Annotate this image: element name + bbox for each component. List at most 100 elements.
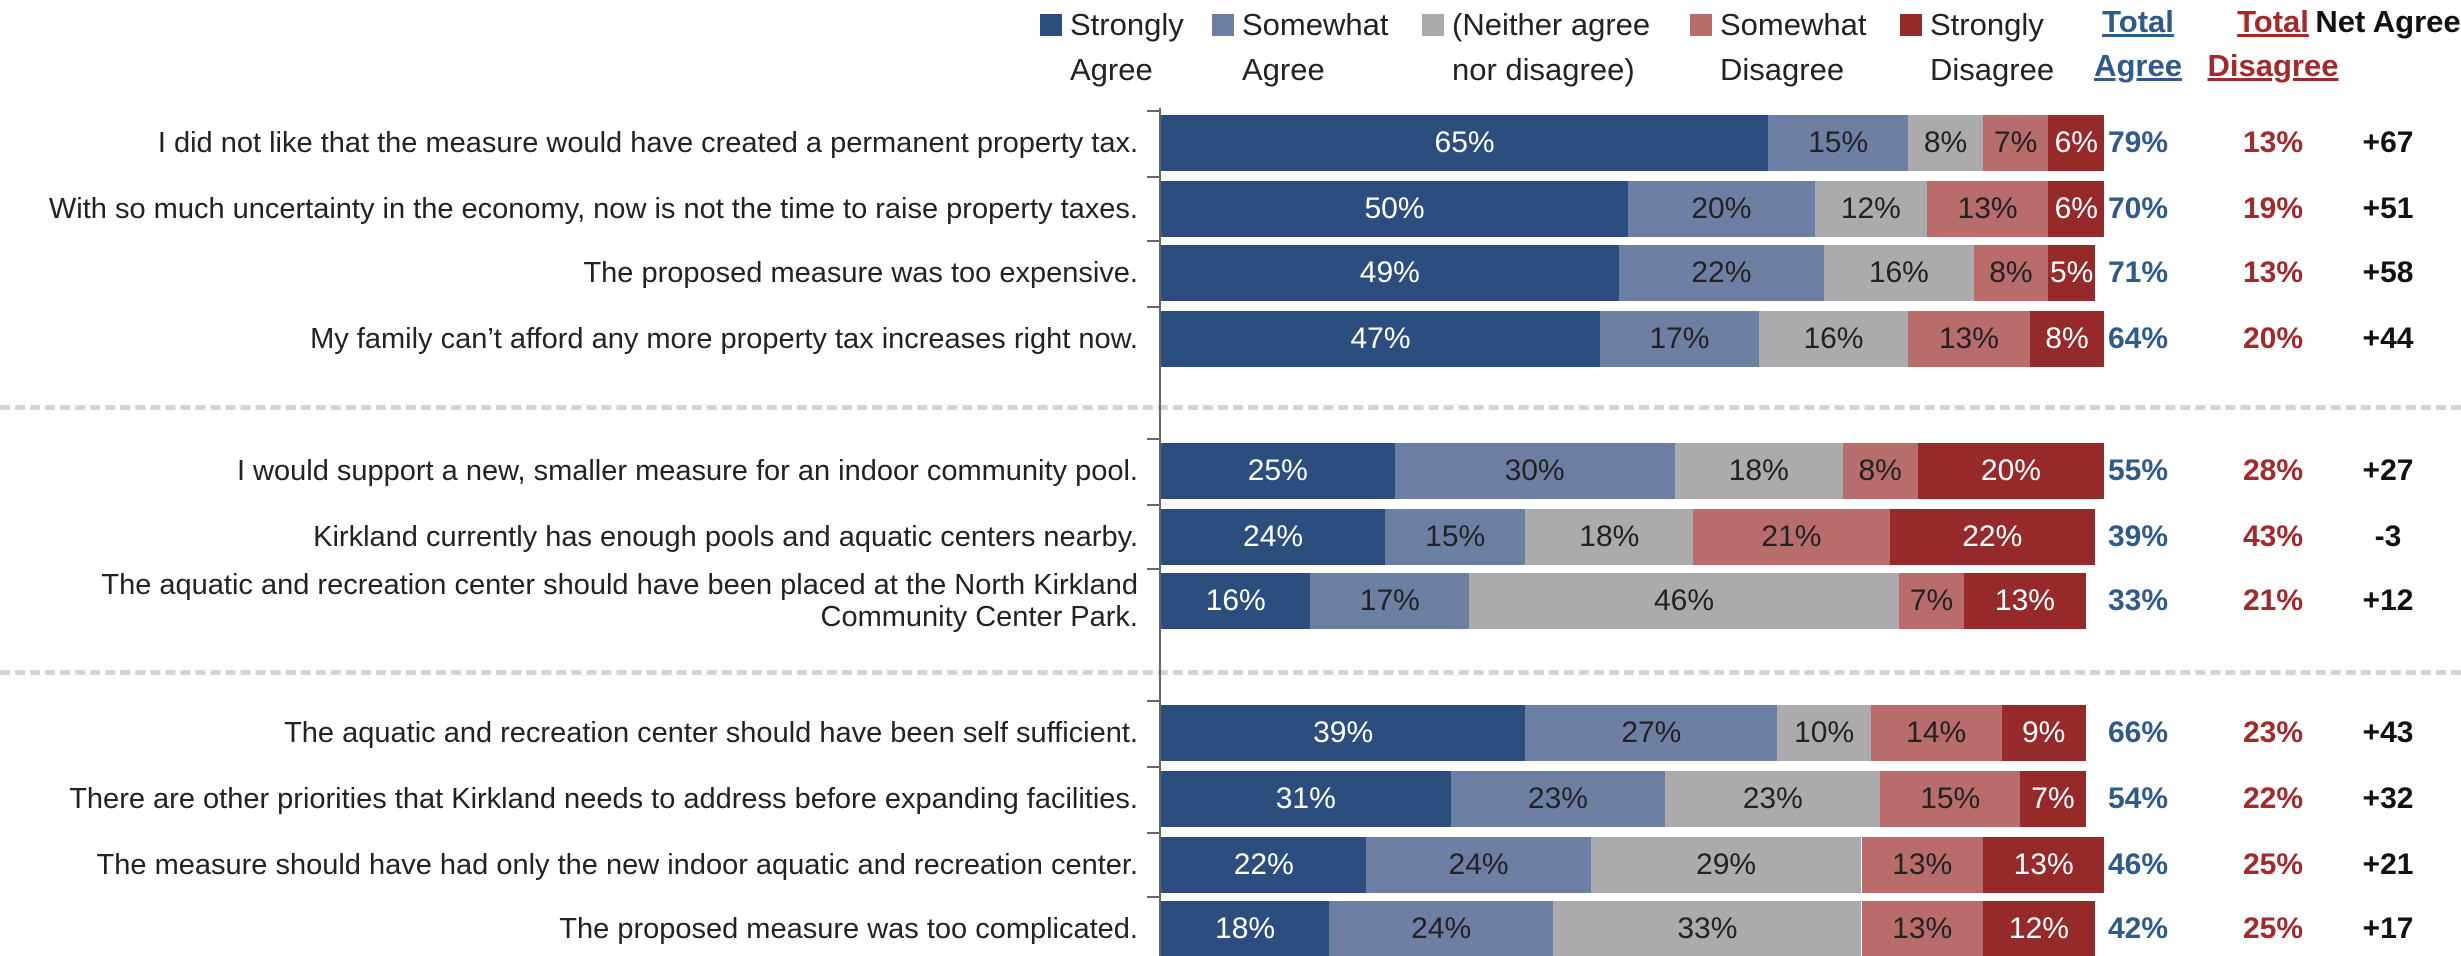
value-label: 7%	[1909, 584, 1954, 617]
bar-segment: 23%	[1665, 771, 1881, 827]
column-value: 19%	[2242, 192, 2304, 225]
bar-segment: 12%	[1814, 181, 1927, 237]
bar-segment: 50%	[1161, 181, 1628, 237]
column-value: +21	[2362, 848, 2414, 881]
bar-segment: 22%	[1889, 509, 2095, 565]
bar-segment: 21%	[1693, 509, 1890, 565]
value-label: 49%	[1359, 256, 1420, 289]
bar-segment: 13%	[1964, 573, 2086, 629]
value-label: 13%	[1892, 912, 1953, 945]
column-value: 42%	[2107, 912, 2169, 945]
category-label: The proposed measure was too complicated…	[559, 913, 1138, 945]
value-label: 20%	[1980, 454, 2041, 487]
value-label: 15%	[1808, 126, 1869, 159]
bar-segment: 46%	[1469, 573, 1899, 629]
column-value: 79%	[2107, 126, 2169, 159]
column-value: +43	[2362, 716, 2414, 749]
bar-segment: 47%	[1161, 311, 1600, 367]
value-label: 47%	[1350, 322, 1411, 355]
legend-swatch	[1212, 14, 1234, 36]
bar-segment: 7%	[2020, 771, 2086, 827]
value-label: 50%	[1364, 192, 1425, 225]
column-value: +17	[2362, 912, 2414, 945]
value-label: 17%	[1359, 584, 1420, 617]
value-label: 10%	[1794, 716, 1855, 749]
value-label: 24%	[1448, 848, 1509, 881]
value-label: 13%	[1892, 848, 1953, 881]
value-label: 30%	[1504, 454, 1565, 487]
bar-segment: 16%	[1824, 245, 1974, 301]
column-value: 20%	[2242, 322, 2304, 355]
bar-segment: 23%	[1450, 771, 1666, 827]
value-label: 15%	[1425, 520, 1486, 553]
legend-swatch	[1040, 14, 1062, 36]
bar-segment: 24%	[1366, 837, 1591, 893]
bar-segment: 6%	[2048, 115, 2105, 171]
column-header: Total Disagree	[2207, 4, 2339, 83]
axis-tick	[1147, 896, 1161, 898]
value-label: 6%	[2054, 126, 2098, 159]
value-label: 23%	[1527, 782, 1588, 815]
column-value: 22%	[2242, 782, 2304, 815]
value-label: 46%	[1654, 584, 1715, 617]
column-value: +44	[2362, 322, 2414, 355]
category-label: Kirkland currently has enough pools and …	[313, 521, 1138, 553]
value-label: 29%	[1696, 848, 1757, 881]
bar-segment: 13%	[1908, 311, 2030, 367]
legend-label: Somewhat Agree	[1242, 7, 1389, 87]
category-label: The aquatic and recreation center should…	[101, 569, 1138, 633]
value-label: 24%	[1243, 520, 1304, 553]
axis-tick	[1147, 438, 1161, 440]
category-label: The measure should have had only the new…	[96, 849, 1138, 881]
value-label: 18%	[1215, 912, 1276, 945]
value-label: 23%	[1742, 782, 1803, 815]
bar-segment: 15%	[1880, 771, 2021, 827]
bar-segment: 18%	[1161, 901, 1330, 956]
bar-segment: 20%	[1628, 181, 1815, 237]
column-value: 13%	[2242, 256, 2304, 289]
bar-segment: 6%	[2048, 181, 2105, 237]
value-label: 12%	[2008, 912, 2069, 945]
value-label: 22%	[1233, 848, 1294, 881]
column-value: 43%	[2242, 520, 2304, 553]
value-label: 33%	[1677, 912, 1738, 945]
axis-tick	[1147, 832, 1161, 834]
legend-label: Strongly Agree	[1070, 7, 1184, 87]
legend-swatch	[1690, 14, 1712, 36]
legend-swatch	[1900, 14, 1922, 36]
bar-segment: 16%	[1758, 311, 1909, 367]
value-label: 12%	[1840, 192, 1901, 225]
column-value: 28%	[2242, 454, 2304, 487]
value-label: 13%	[1994, 584, 2055, 617]
category-label: With so much uncertainty in the economy,…	[48, 193, 1138, 225]
value-label: 8%	[2045, 322, 2089, 355]
legend-label: Somewhat Disagree	[1720, 7, 1867, 87]
column-value: +32	[2362, 782, 2414, 815]
bar-segment: 18%	[1674, 443, 1843, 499]
bar-segment: 7%	[1982, 115, 2049, 171]
column-value: +51	[2362, 192, 2414, 225]
bar-segment: 31%	[1161, 771, 1451, 827]
column-value: 71%	[2107, 256, 2169, 289]
column-value: 25%	[2242, 912, 2304, 945]
axis-tick	[1147, 504, 1161, 506]
bar-segment: 9%	[2001, 705, 2086, 761]
column-value: +12	[2362, 584, 2414, 617]
bar-segment: 27%	[1525, 705, 1778, 761]
axis-line	[1159, 108, 1161, 956]
bar-segment: 13%	[1982, 837, 2105, 893]
bar-segment: 33%	[1553, 901, 1862, 956]
bar-segment: 49%	[1161, 245, 1619, 301]
category-label: I would support a new, smaller measure f…	[236, 455, 1138, 487]
column-value: -3	[2374, 520, 2402, 553]
column-value: +27	[2362, 454, 2414, 487]
axis-tick	[1147, 700, 1161, 702]
bar-segment: 8%	[1908, 115, 1983, 171]
bar-segment: 12%	[1982, 901, 2095, 956]
axis-tick	[1147, 176, 1161, 178]
category-label: The aquatic and recreation center should…	[284, 717, 1138, 749]
bar-segment: 8%	[1973, 245, 2049, 301]
bar-segment: 30%	[1394, 443, 1675, 499]
bar-segment: 24%	[1329, 901, 1554, 956]
